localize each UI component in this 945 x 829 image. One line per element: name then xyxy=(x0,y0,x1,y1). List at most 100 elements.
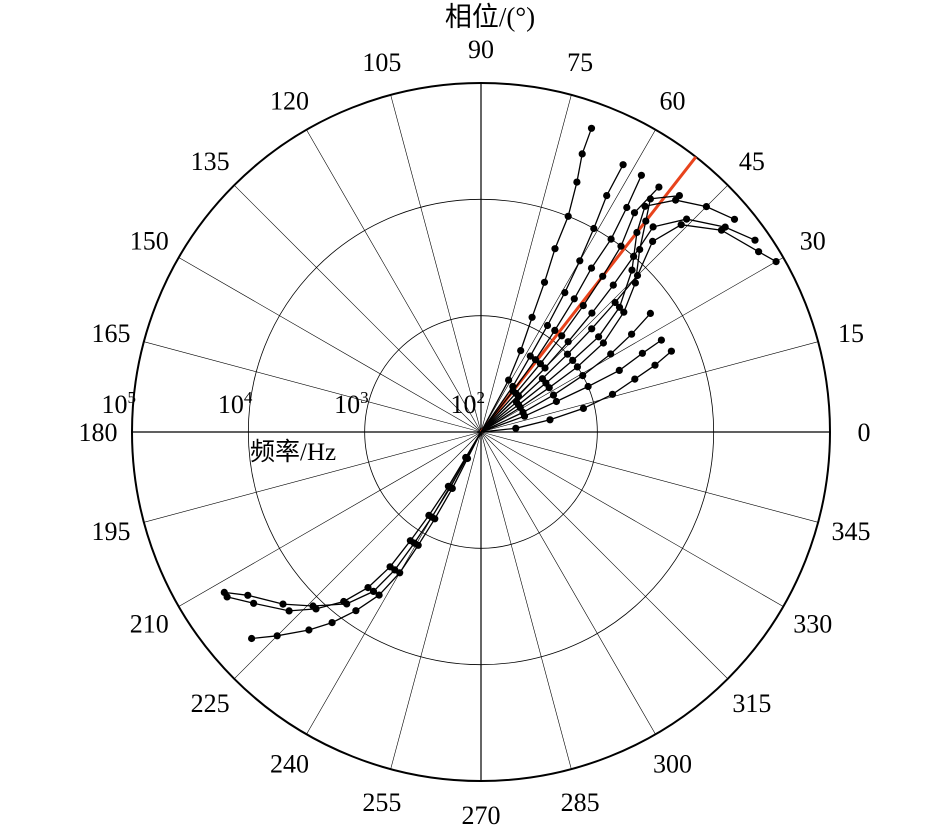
data-point xyxy=(569,356,577,364)
data-point xyxy=(573,178,581,186)
radial-tick-label: 103 xyxy=(334,388,369,419)
data-point xyxy=(599,272,607,280)
series-line xyxy=(480,128,593,433)
data-point xyxy=(273,632,281,640)
angle-spoke xyxy=(480,431,784,607)
data-point xyxy=(551,245,559,253)
angle-tick-label: 30 xyxy=(800,227,826,256)
data-point xyxy=(564,338,572,346)
series-line xyxy=(480,350,672,433)
data-point xyxy=(558,332,566,340)
radial-tick-label: 102 xyxy=(451,388,486,419)
data-point xyxy=(611,298,619,307)
data-point xyxy=(343,600,351,608)
data-point xyxy=(677,221,685,229)
angle-spoke xyxy=(234,431,482,679)
radial-tick-label: 104 xyxy=(218,388,253,419)
data-point xyxy=(717,226,726,234)
data-point xyxy=(369,587,378,596)
data-point xyxy=(642,217,650,225)
angle-spoke xyxy=(306,129,482,433)
data-point xyxy=(751,236,759,244)
data-point xyxy=(675,192,684,200)
data-point xyxy=(352,607,360,615)
data-point xyxy=(638,349,647,357)
angle-tick-label: 270 xyxy=(462,801,501,829)
data-series xyxy=(480,183,663,433)
data-point xyxy=(517,347,525,355)
data-point xyxy=(588,325,596,333)
data-point xyxy=(526,352,534,360)
angle-tick-label: 45 xyxy=(739,147,765,176)
angle-tick-label: 255 xyxy=(362,788,401,817)
data-point xyxy=(619,161,627,169)
angle-spoke xyxy=(480,94,572,433)
data-series xyxy=(480,171,646,433)
angle-tick-label: 315 xyxy=(732,689,771,718)
data-point xyxy=(641,202,649,210)
angle-spoke xyxy=(480,257,784,433)
data-point xyxy=(615,303,624,311)
data-point xyxy=(573,363,582,371)
data-point xyxy=(552,397,561,406)
data-point xyxy=(599,339,608,347)
angle-tick-label: 345 xyxy=(831,517,870,546)
data-point xyxy=(414,541,422,549)
series-line xyxy=(480,224,777,433)
data-point xyxy=(579,302,587,310)
angle-tick-label: 75 xyxy=(567,48,593,77)
angle-spoke xyxy=(480,185,728,433)
data-point xyxy=(755,248,763,256)
data-point xyxy=(702,203,711,211)
data-point xyxy=(563,350,572,358)
data-point xyxy=(549,391,558,399)
radial-tick-label: 105 xyxy=(102,388,137,419)
data-point xyxy=(279,600,287,608)
data-point xyxy=(615,366,623,374)
angle-tick-label: 120 xyxy=(270,86,309,115)
angle-tick-label: 195 xyxy=(92,517,131,546)
data-point xyxy=(570,295,578,303)
data-point xyxy=(603,192,611,200)
data-series xyxy=(480,221,780,433)
data-point xyxy=(772,258,780,266)
data-series xyxy=(480,347,676,433)
series-line xyxy=(226,431,482,612)
angle-spoke xyxy=(480,431,819,523)
angle-tick-label: 15 xyxy=(838,319,864,348)
axis-labels-layer: 0 15 30 45 60 75 90 105 120 135 150 165 180 195 210 225… xyxy=(79,35,871,829)
data-point xyxy=(448,484,456,492)
data-point xyxy=(646,195,655,203)
data-point xyxy=(564,212,572,220)
data-point xyxy=(536,360,545,368)
data-point xyxy=(667,347,676,355)
data-point xyxy=(463,454,472,463)
data-series xyxy=(480,336,666,433)
data-point xyxy=(587,264,596,272)
angle-tick-label: 135 xyxy=(191,147,230,176)
data-point xyxy=(305,626,313,634)
data-series xyxy=(480,161,627,433)
data-point xyxy=(633,271,642,280)
data-point xyxy=(579,372,587,380)
data-point xyxy=(540,278,549,286)
data-point xyxy=(587,124,596,132)
angle-tick-label: 0 xyxy=(858,418,871,447)
angle-tick-label: 330 xyxy=(793,610,832,639)
data-point xyxy=(630,209,639,217)
data-point xyxy=(396,569,404,577)
data-point xyxy=(657,336,666,344)
data-point xyxy=(649,223,657,231)
angle-spoke xyxy=(390,94,482,433)
polar-grid xyxy=(131,82,831,782)
data-point xyxy=(551,326,559,334)
data-point xyxy=(579,404,588,412)
data-point xyxy=(637,171,646,179)
data-point xyxy=(220,588,228,597)
angle-spoke xyxy=(306,431,482,735)
data-point xyxy=(248,634,256,643)
angle-spoke xyxy=(480,341,819,433)
data-point xyxy=(514,392,523,400)
angle-spoke xyxy=(390,431,482,770)
